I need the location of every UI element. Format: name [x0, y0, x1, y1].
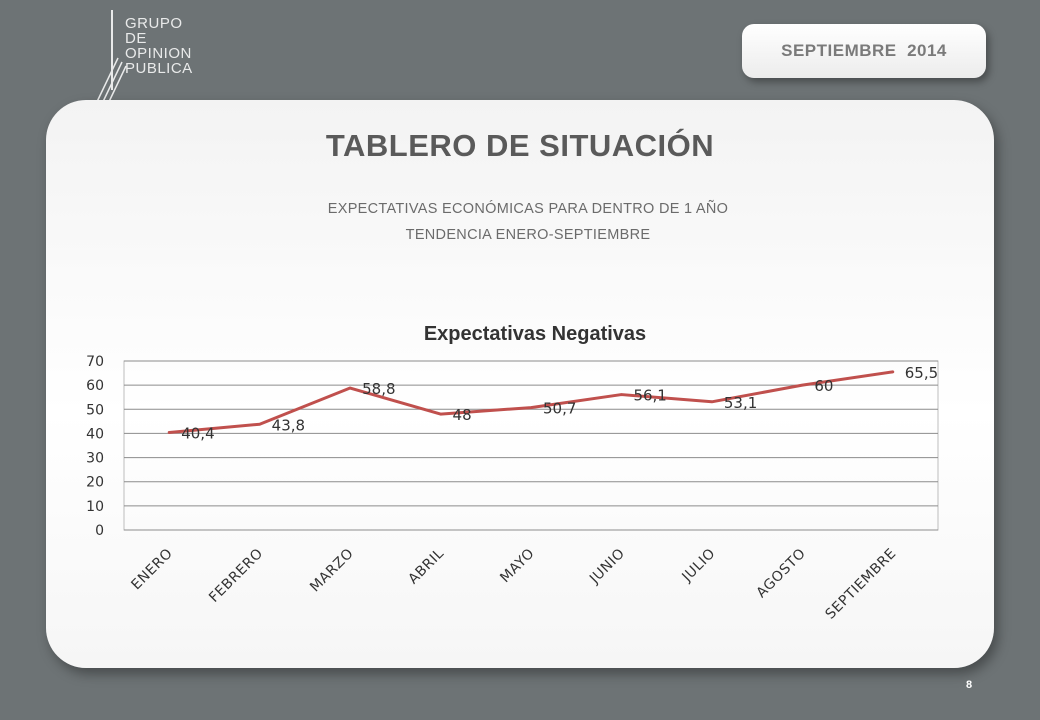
content-card — [46, 100, 994, 668]
x-tick-label: FEBRERO — [206, 546, 266, 606]
data-label: 60 — [814, 377, 833, 395]
date-badge: SEPTIEMBRE 2014 — [742, 24, 986, 78]
data-label: 56,1 — [633, 387, 666, 405]
y-tick-label: 20 — [86, 475, 104, 491]
x-tick-label: SEPTIEMBRE — [823, 546, 900, 623]
date-badge-label: SEPTIEMBRE 2014 — [781, 41, 947, 60]
page-title: TABLERO DE SITUACIÓN — [325, 128, 715, 163]
data-label: 43,8 — [272, 416, 305, 434]
subtitle-expectations: EXPECTATIVAS ECONÓMICAS PARA DENTRO DE 1… — [327, 201, 729, 217]
data-label: 65,5 — [905, 364, 938, 382]
x-tick-label: JUNIO — [586, 546, 628, 588]
x-tick-label: ENERO — [128, 546, 176, 594]
data-label: 40,4 — [181, 424, 214, 442]
data-label: 58,8 — [362, 380, 395, 398]
y-tick-label: 40 — [86, 426, 104, 442]
logo-line: DE — [125, 30, 147, 47]
data-label: 53,1 — [724, 394, 757, 412]
x-tick-label: AGOSTO — [754, 546, 810, 602]
subtitle-trend: TENDENCIA ENERO-SEPTIEMBRE — [405, 227, 651, 243]
y-tick-label: 10 — [86, 499, 104, 515]
series-line — [167, 370, 895, 434]
x-tick-label: ABRIL — [405, 546, 447, 588]
x-tick-label: MAYO — [497, 546, 538, 587]
page-number: 8 — [966, 679, 973, 691]
y-tick-label: 0 — [95, 523, 104, 539]
data-label: 48 — [453, 406, 472, 424]
data-label: 50,7 — [543, 400, 576, 418]
logo-line: OPINION — [125, 45, 192, 62]
y-tick-label: 30 — [86, 451, 104, 467]
y-tick-label: 50 — [86, 402, 104, 418]
chart-title: Expectativas Negativas — [423, 323, 647, 345]
logo-text: GRUPO DE OPINION PUBLICA — [125, 16, 193, 76]
logo-line: PUBLICA — [125, 60, 193, 77]
y-tick-label: 70 — [86, 354, 104, 370]
y-tick-label: 60 — [86, 378, 104, 394]
x-tick-label: JULIO — [679, 546, 719, 586]
logo-line: GRUPO — [125, 15, 183, 32]
x-tick-label: MARZO — [307, 546, 357, 596]
